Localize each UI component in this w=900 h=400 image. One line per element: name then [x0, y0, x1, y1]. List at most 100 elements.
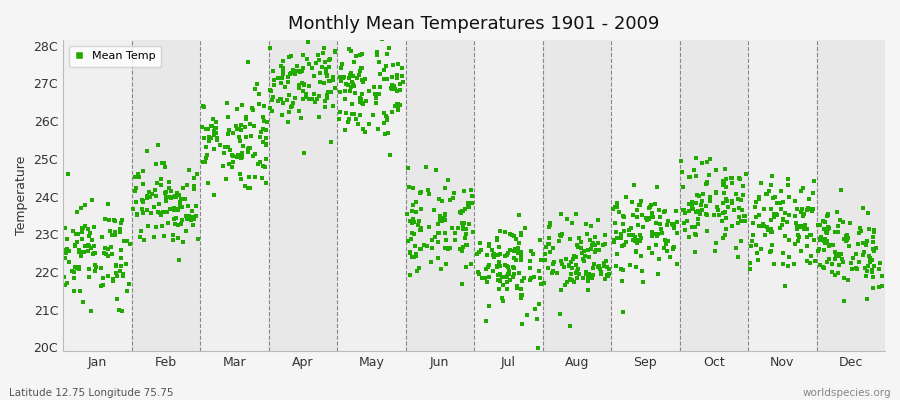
Point	[642, 245, 656, 251]
Point	[234, 127, 248, 133]
Point	[320, 73, 334, 79]
Point	[82, 242, 96, 249]
Point	[836, 298, 850, 304]
Point	[875, 282, 889, 289]
Point	[506, 273, 520, 280]
Point	[744, 243, 759, 249]
Point	[669, 208, 683, 215]
Point	[849, 265, 863, 271]
Point	[512, 240, 526, 246]
Point	[355, 100, 369, 107]
Point	[554, 258, 568, 265]
Point	[562, 276, 577, 283]
Point	[85, 237, 99, 244]
Point	[625, 198, 639, 205]
Point	[148, 224, 163, 230]
Point	[162, 185, 176, 191]
Point	[512, 270, 526, 276]
Point	[346, 101, 360, 108]
Point	[491, 252, 505, 259]
Point	[248, 174, 263, 180]
Point	[685, 224, 699, 230]
Point	[342, 46, 356, 52]
Point	[311, 93, 326, 100]
Point	[278, 84, 293, 90]
Point	[652, 207, 666, 213]
Point	[438, 212, 453, 218]
Point	[338, 96, 352, 102]
Point	[419, 164, 434, 170]
Point	[296, 96, 310, 102]
Point	[403, 250, 418, 257]
Point	[332, 116, 347, 122]
Point	[414, 189, 428, 195]
Point	[623, 262, 637, 268]
Point	[143, 194, 157, 200]
Point	[115, 308, 130, 314]
Point	[547, 258, 562, 265]
Point	[238, 183, 252, 189]
Point	[820, 230, 834, 236]
Point	[703, 193, 717, 200]
Point	[492, 263, 507, 270]
Point	[588, 234, 602, 241]
Point	[433, 212, 447, 219]
Point	[773, 200, 788, 206]
Point	[219, 176, 233, 182]
Point	[769, 211, 783, 217]
Point	[72, 247, 86, 254]
Point	[67, 268, 81, 275]
Point	[846, 254, 860, 261]
Point	[236, 143, 250, 149]
Point	[148, 187, 162, 193]
Point	[736, 192, 751, 198]
Point	[635, 212, 650, 218]
Point	[674, 157, 688, 164]
Point	[75, 229, 89, 235]
Point	[74, 253, 88, 260]
Point	[454, 220, 469, 226]
Point	[388, 85, 402, 92]
Point	[738, 171, 752, 178]
Point	[369, 95, 383, 102]
Point	[648, 201, 662, 207]
Point	[666, 225, 680, 231]
Point	[166, 216, 181, 222]
Point	[569, 254, 583, 260]
Point	[396, 79, 410, 86]
Point	[317, 45, 331, 52]
Point	[69, 231, 84, 238]
Point	[285, 102, 300, 109]
Point	[326, 34, 340, 40]
Point	[401, 165, 416, 171]
Point	[583, 273, 598, 279]
Point	[413, 190, 428, 196]
Point	[116, 271, 130, 278]
Point	[101, 201, 115, 207]
Point	[404, 208, 419, 214]
Point	[811, 248, 825, 255]
Point	[175, 217, 189, 223]
Point	[649, 220, 663, 226]
Point	[361, 88, 375, 94]
Point	[558, 282, 572, 288]
Point	[480, 279, 494, 285]
Point	[76, 225, 91, 232]
Point	[735, 218, 750, 224]
Point	[220, 144, 235, 151]
Point	[305, 65, 320, 71]
Point	[619, 239, 634, 245]
Point	[800, 205, 814, 211]
Point	[439, 261, 454, 267]
Point	[209, 130, 223, 136]
Point	[202, 134, 216, 140]
Point	[832, 262, 846, 268]
Point	[344, 70, 358, 76]
Point	[734, 218, 749, 224]
Point	[275, 65, 290, 71]
Point	[607, 237, 621, 243]
Point	[527, 306, 542, 312]
Point	[240, 148, 255, 155]
Point	[593, 270, 608, 277]
Point	[386, 62, 400, 68]
